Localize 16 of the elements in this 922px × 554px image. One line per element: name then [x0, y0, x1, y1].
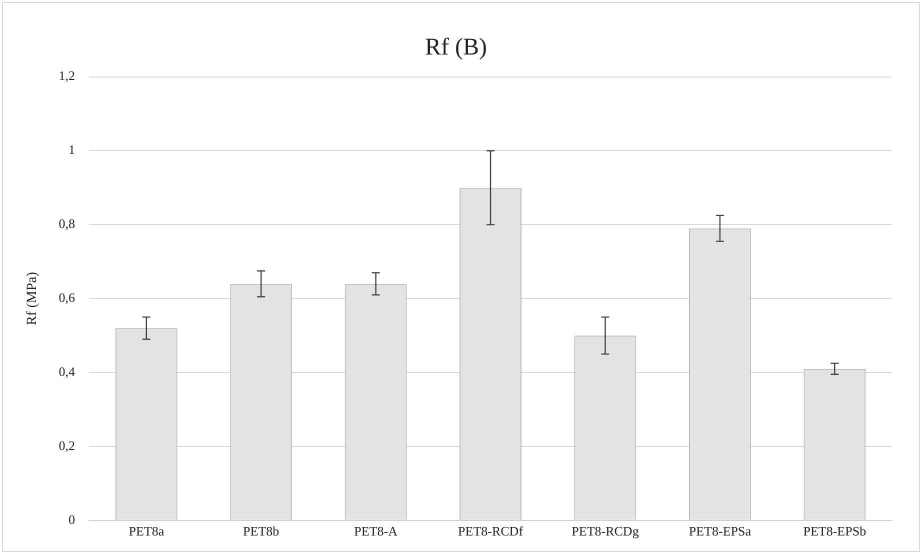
chart-title: Rf (B)	[425, 34, 487, 61]
x-tick-label: PET8-RCDg	[572, 524, 640, 539]
x-tick-label: PET8-RCDf	[458, 524, 524, 539]
x-tick-label: PET8a	[128, 524, 164, 539]
x-tick-label: PET8-EPSa	[688, 524, 752, 539]
x-tick-label: PET8-A	[354, 524, 398, 539]
y-tick-label: 1	[68, 142, 76, 158]
y-tick-label: 0,4	[58, 364, 76, 379]
y-tick-label: 0	[68, 512, 76, 527]
y-axis-title: Rf (MPa)	[25, 272, 40, 326]
y-tick-label: 1,2	[58, 68, 76, 84]
y-tick-label: 0,8	[58, 216, 76, 232]
y-tick-label: 0,2	[58, 438, 76, 453]
x-tick-label: PET8b	[243, 524, 280, 539]
y-tick-label: 0,6	[58, 290, 76, 306]
x-tick-label: PET8-EPSb	[803, 524, 866, 539]
